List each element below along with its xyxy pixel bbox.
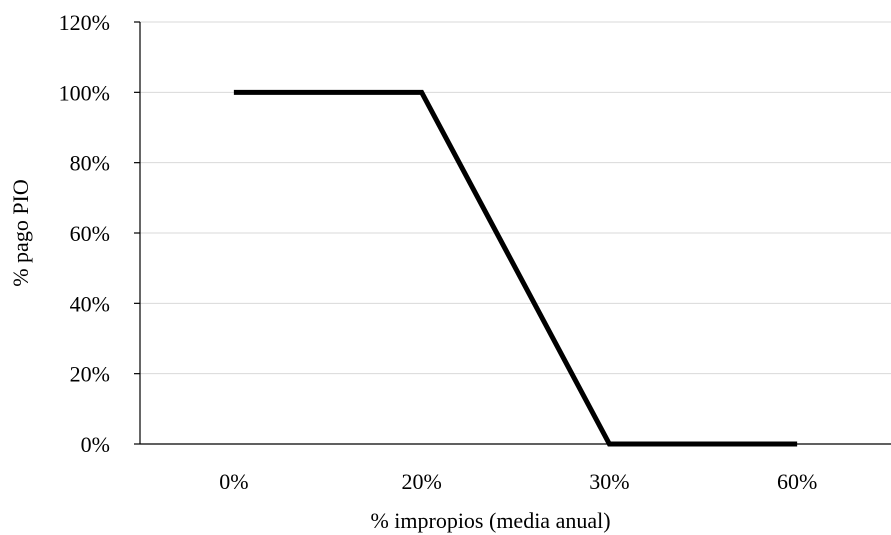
x-axis-ticks: 0% 20% 30% 60% (219, 469, 817, 494)
series-line (233, 89, 798, 447)
x-tick-label: 20% (401, 469, 441, 494)
x-axis-title: % impropios (media anual) (370, 508, 610, 533)
series-layer (233, 89, 798, 447)
gridlines (140, 21, 891, 375)
y-tick-label: 100% (59, 80, 110, 105)
y-tick-label: 40% (70, 291, 110, 316)
x-tick-label: 0% (219, 469, 248, 494)
x-tick-label: 60% (777, 469, 817, 494)
y-axis-title: % pago PIO (8, 179, 33, 287)
y-tick-label: 120% (59, 10, 110, 35)
x-tick-label: 30% (589, 469, 629, 494)
y-tick-label: 20% (70, 362, 110, 387)
y-tick-label: 80% (70, 151, 110, 176)
y-axis-ticks: 0% 20% 40% 60% 80% 100% 120% (59, 10, 140, 457)
y-tick-label: 0% (81, 432, 110, 457)
y-tick-label: 60% (70, 221, 110, 246)
